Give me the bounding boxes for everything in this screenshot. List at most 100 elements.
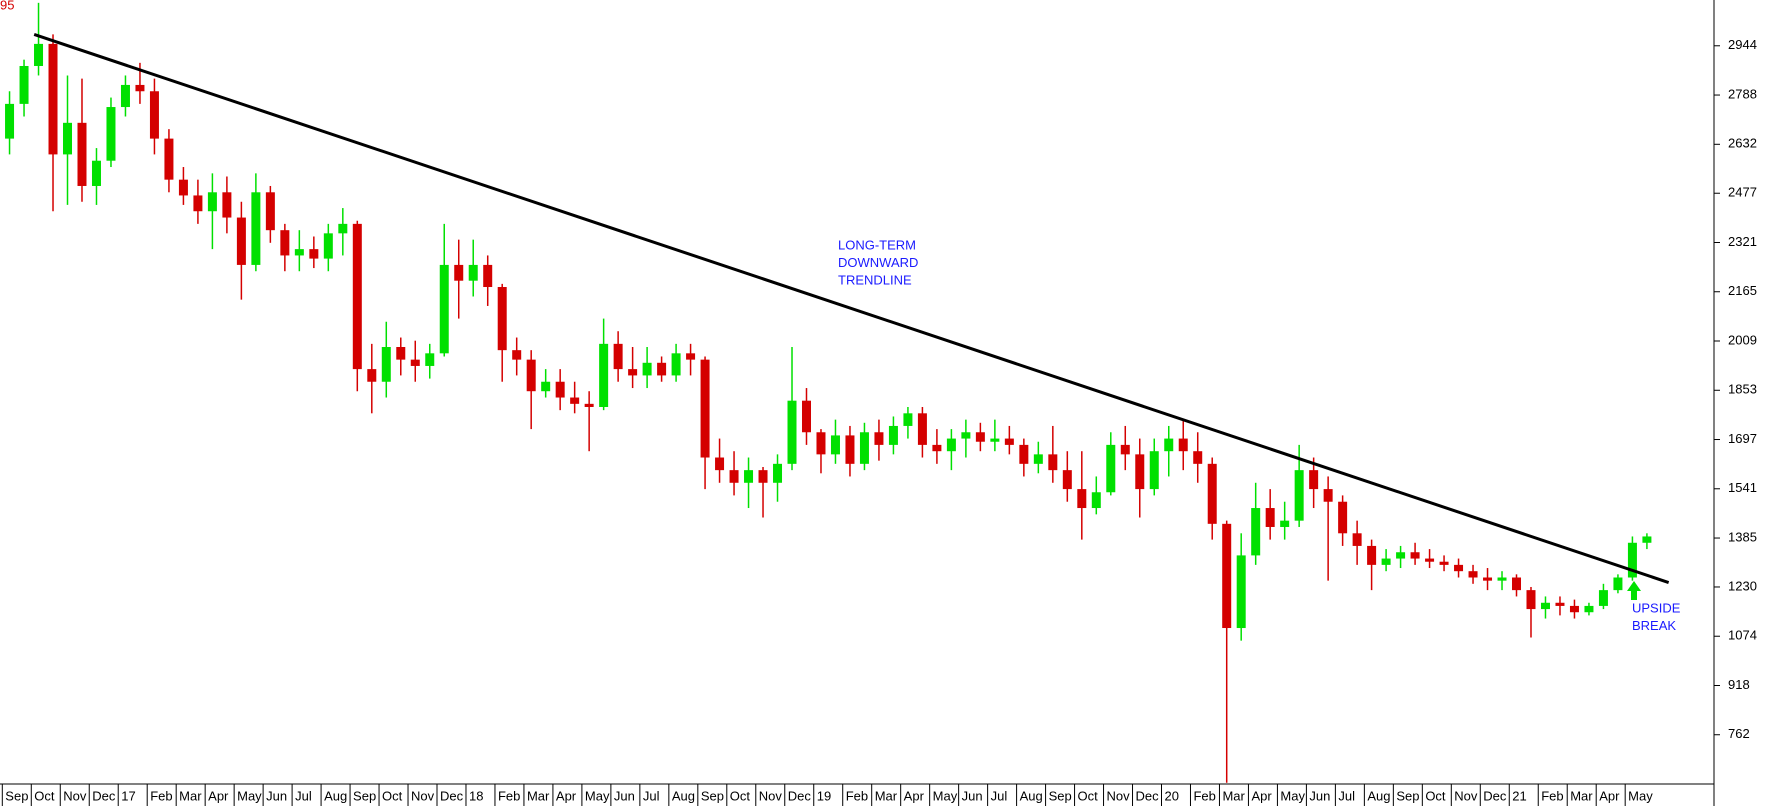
x-tick-label: May — [1280, 788, 1305, 803]
x-tick-label: 21 — [1512, 788, 1526, 803]
candle-body — [1222, 523, 1232, 629]
candle-body — [164, 138, 174, 180]
annotation: UPSIDE — [1632, 600, 1681, 615]
y-tick-label: 2788 — [1728, 86, 1757, 101]
candle-body — [483, 264, 493, 288]
candle-body — [555, 381, 565, 398]
candle-body — [816, 432, 826, 455]
x-tick-label: Dec — [1136, 788, 1160, 803]
candle-body — [497, 287, 507, 351]
candle-body — [642, 362, 652, 376]
candle-body — [34, 43, 44, 66]
candle-body — [323, 233, 333, 259]
candle-body — [729, 470, 739, 483]
candle-body — [1555, 602, 1565, 606]
y-tick-label: 2632 — [1728, 136, 1757, 151]
candle-body — [1077, 489, 1087, 509]
candle-body — [1338, 501, 1348, 534]
candle-body — [1091, 492, 1101, 509]
candle-body — [222, 192, 232, 218]
candle-body — [932, 444, 942, 452]
break-arrow — [1627, 581, 1641, 600]
corner-label: 95 — [0, 0, 14, 12]
candle-body — [338, 223, 348, 234]
candle-body — [1280, 520, 1290, 527]
annotation: TRENDLINE — [838, 272, 912, 287]
x-tick-label: Aug — [672, 788, 695, 803]
candle-body — [1526, 590, 1536, 610]
x-tick-label: Apr — [904, 788, 925, 803]
candle-body — [19, 65, 29, 104]
x-tick-label: May — [585, 788, 610, 803]
x-tick-label: Jun — [962, 788, 983, 803]
candle-body — [1062, 470, 1072, 490]
candle-body — [541, 381, 551, 392]
y-tick-label: 2009 — [1728, 332, 1757, 347]
x-tick-label: Feb — [1193, 788, 1215, 803]
x-tick-label: Oct — [34, 788, 55, 803]
x-tick-label: May — [1628, 788, 1653, 803]
candle-body — [48, 43, 58, 155]
candle-body — [512, 350, 522, 360]
x-tick-label: Oct — [730, 788, 751, 803]
candle-body — [1627, 542, 1637, 578]
candle-body — [280, 230, 290, 256]
annotation: LONG-TERM — [838, 237, 916, 252]
candle-body — [1512, 577, 1522, 591]
candle-body — [613, 343, 623, 370]
candle-body — [1367, 545, 1377, 565]
candle-body — [773, 463, 783, 483]
candle-body — [178, 179, 188, 196]
x-tick-label: Mar — [179, 788, 202, 803]
x-tick-label: Sep — [353, 788, 376, 803]
candle-body — [1439, 561, 1449, 565]
candle-body — [1323, 489, 1333, 502]
candle-body — [91, 160, 101, 186]
candle-body — [1019, 444, 1029, 464]
candle-body — [874, 432, 884, 445]
candle-body — [1149, 451, 1159, 490]
x-tick-label: Sep — [1396, 788, 1419, 803]
candle-body — [715, 457, 725, 471]
x-tick-label: Nov — [759, 788, 783, 803]
candle-body — [1265, 508, 1275, 527]
candle-body — [744, 470, 754, 483]
x-tick-label: Aug — [1020, 788, 1043, 803]
x-tick-label: 20 — [1165, 788, 1179, 803]
candle-body — [975, 432, 985, 442]
candle-body — [1352, 533, 1362, 546]
candle-body — [454, 264, 464, 281]
y-tick-label: 1541 — [1728, 480, 1757, 495]
x-tick-label: Sep — [701, 788, 724, 803]
x-tick-label: Apr — [1599, 788, 1620, 803]
candle-body — [468, 264, 478, 281]
x-tick-label: Sep — [1049, 788, 1072, 803]
candle-body — [149, 91, 159, 139]
candle-body — [1598, 590, 1608, 606]
candle-body — [77, 122, 87, 186]
candle-body — [1106, 444, 1116, 493]
candle-body — [584, 403, 594, 407]
y-tick-label: 1853 — [1728, 382, 1757, 397]
candle-body — [888, 425, 898, 445]
candle-body — [830, 435, 840, 455]
x-tick-label: Nov — [1107, 788, 1131, 803]
candle-body — [859, 432, 869, 464]
annotation: DOWNWARD — [838, 255, 918, 270]
x-tick-label: Feb — [846, 788, 868, 803]
y-tick-label: 2321 — [1728, 234, 1757, 249]
candle-body — [1381, 558, 1391, 565]
y-tick-label: 2165 — [1728, 283, 1757, 298]
y-tick-label: 762 — [1728, 726, 1750, 741]
x-tick-label: Mar — [1570, 788, 1593, 803]
candle-body — [1207, 463, 1217, 524]
x-tick-label: May — [933, 788, 958, 803]
x-tick-label: Nov — [63, 788, 87, 803]
candle-body — [671, 353, 681, 376]
candle-body — [1584, 605, 1594, 613]
x-tick-label: Sep — [5, 788, 28, 803]
x-tick-label: Jun — [614, 788, 635, 803]
x-tick-label: Feb — [498, 788, 520, 803]
